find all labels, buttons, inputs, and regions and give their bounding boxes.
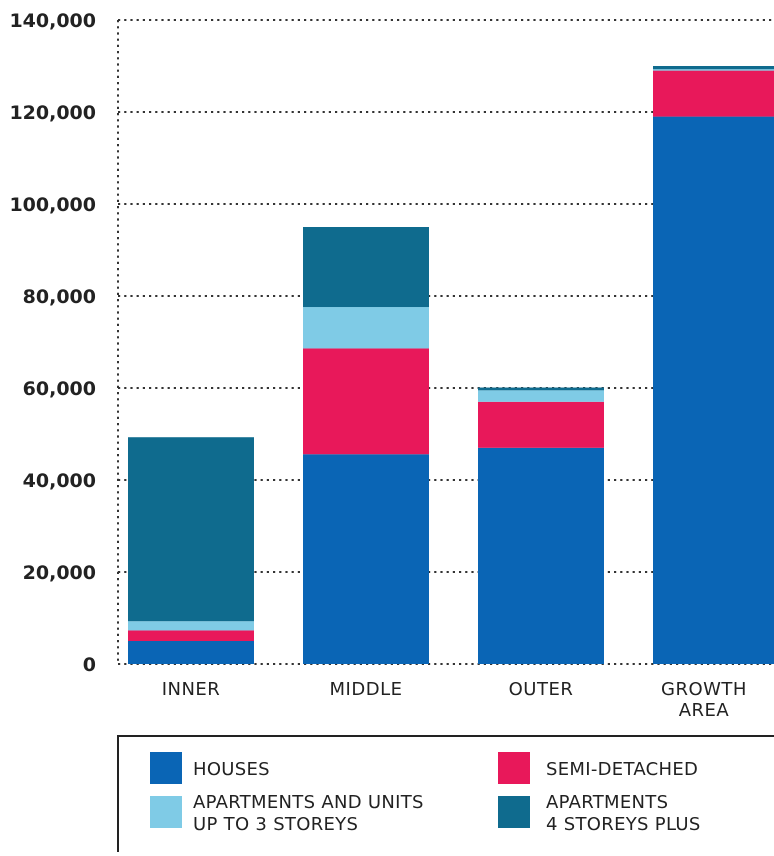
bar-segment	[653, 66, 774, 70]
bar-segment	[128, 437, 254, 622]
y-tick-label: 120,000	[9, 102, 96, 124]
bar-segment	[128, 641, 254, 664]
bar-segment	[478, 447, 604, 664]
y-tick-label: 140,000	[9, 10, 96, 32]
bar-segment	[303, 307, 429, 349]
legend-label: 4 STOREYS PLUS	[546, 814, 701, 835]
bars-layer	[128, 66, 774, 665]
x-tick-label: MIDDLE	[330, 679, 403, 700]
bar-segment	[303, 454, 429, 664]
x-tick-label: GROWTH	[661, 679, 747, 700]
bar-segment	[128, 630, 254, 641]
bar-segment	[478, 390, 604, 402]
legend-swatch	[498, 752, 530, 784]
legend-swatch	[150, 752, 182, 784]
bar-segment	[653, 70, 774, 117]
x-tick-label: AREA	[679, 700, 730, 721]
y-tick-label: 80,000	[23, 286, 96, 308]
legend-label: HOUSES	[193, 759, 270, 780]
legend: HOUSES SEMI-DETACHED APARTMENTS AND UNITSU…	[117, 735, 774, 856]
axis-layer: 0 20,000 40,000 60,000 80,000 100,000 120,000 1…	[9, 10, 119, 676]
y-tick-label: 20,000	[23, 562, 96, 584]
y-tick-label: 100,000	[9, 194, 96, 216]
legend-swatch	[498, 796, 530, 828]
legend-box	[117, 735, 774, 856]
bar-segment	[653, 69, 774, 71]
legend-label: SEMI-DETACHED	[546, 759, 698, 780]
bar-segment	[303, 227, 429, 308]
bar-segment	[653, 116, 774, 665]
y-tick-label: 40,000	[23, 470, 96, 492]
x-tick-label: OUTER	[509, 679, 574, 700]
bar-segment	[303, 348, 429, 455]
bar-segment	[478, 387, 604, 391]
y-tick-label: 60,000	[23, 378, 96, 400]
legend-label: UP TO 3 STOREYS	[193, 814, 358, 835]
bar-segment	[128, 621, 254, 631]
legend-label: APARTMENTS	[546, 792, 668, 813]
legend-swatch	[150, 796, 182, 828]
bar-segment	[478, 401, 604, 448]
x-tick-label: INNER	[162, 679, 221, 700]
y-tick-label: 0	[83, 654, 96, 676]
legend-label: APARTMENTS AND UNITS	[193, 792, 424, 813]
